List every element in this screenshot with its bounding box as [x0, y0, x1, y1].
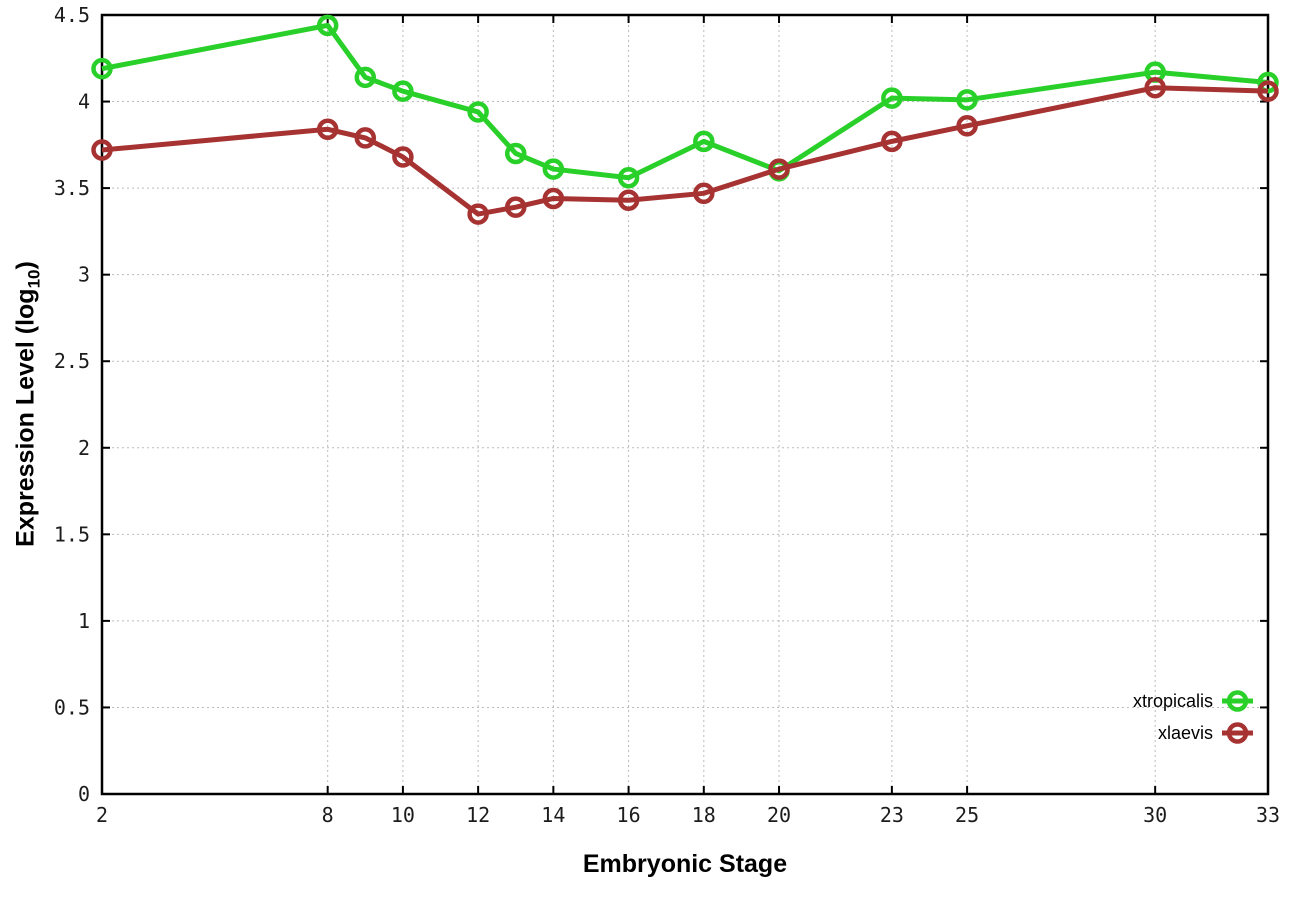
data-point-xtropicalis [617, 166, 640, 189]
x-tick-label: 14 [541, 803, 565, 827]
data-point-xlaevis [956, 115, 978, 137]
legend-entry-xlaevis: xlaevis [1158, 722, 1253, 744]
x-tick-label: 23 [880, 803, 904, 827]
x-tick-label: 16 [617, 803, 641, 827]
data-point-xtropicalis [467, 101, 489, 123]
y-tick-label: 1.5 [54, 522, 90, 546]
x-tick-label: 20 [767, 803, 791, 827]
data-point-xtropicalis [392, 80, 414, 102]
x-axis-label: Embryonic Stage [582, 850, 788, 878]
data-point-xlaevis [392, 146, 414, 168]
data-point-xlaevis [91, 139, 113, 161]
x-tick-label: 12 [466, 803, 490, 827]
y-axis-label-subscript: 10 [24, 269, 44, 289]
data-point-xtropicalis [956, 89, 978, 111]
y-tick-label: 4.5 [54, 3, 90, 27]
data-point-xtropicalis [693, 130, 715, 153]
y-tick-label: 0.5 [54, 695, 90, 719]
legend-marker-xlaevis [1226, 722, 1249, 744]
data-point-xlaevis [504, 196, 527, 218]
tick-labels: 2 8 10 12 14 16 18 20 23 25 30 33 0 0.5 1 1.5 2 2.5 3 3.5 4 4… [54, 3, 1280, 827]
x-tick-label: 33 [1256, 803, 1280, 827]
y-tick-label: 2 [78, 436, 90, 460]
data-point-xtropicalis [504, 142, 527, 165]
legend-entry-xtropicalis: xtropicalis [1133, 690, 1253, 712]
data-point-xtropicalis [91, 57, 113, 80]
data-point-xlaevis [467, 203, 489, 225]
data-point-xlaevis [881, 130, 903, 153]
y-tick-label: 4 [78, 90, 90, 114]
data-point-xlaevis [354, 127, 377, 149]
x-tick-label: 8 [322, 803, 334, 827]
data-point-xlaevis [1257, 80, 1279, 102]
data-point-xtropicalis [881, 87, 903, 109]
legend: xtropicalis xlaevis [1133, 690, 1253, 744]
plot-border [100, 13, 1270, 796]
y-tick-label: 2.5 [54, 349, 90, 373]
y-axis-label-main: Expression Level (log [11, 288, 40, 547]
legend-marker-xtropicalis [1226, 690, 1249, 712]
y-tick-label: 0 [78, 782, 90, 806]
data-point-xlaevis [617, 189, 640, 211]
data-point-xlaevis [316, 118, 339, 141]
y-axis-label-end: ) [11, 261, 40, 270]
x-tick-label: 30 [1143, 803, 1167, 827]
data-point-xtropicalis [542, 158, 565, 180]
y-tick-label: 3 [78, 263, 90, 287]
legend-label-xlaevis: xlaevis [1158, 723, 1213, 743]
series-xlaevis [91, 76, 1279, 225]
data-point-xlaevis [693, 182, 715, 205]
data-point-xlaevis [542, 187, 565, 210]
legend-label-xtropicalis: xtropicalis [1133, 691, 1213, 711]
data-point-xtropicalis [316, 14, 339, 37]
x-tick-label: 25 [955, 803, 979, 827]
x-tick-label: 10 [391, 803, 415, 827]
y-tick-label: 1 [78, 609, 90, 633]
data-point-xtropicalis [354, 66, 377, 89]
data-point-xlaevis [768, 158, 790, 180]
y-tick-label: 3.5 [54, 176, 90, 200]
x-tick-label: 2 [96, 803, 108, 827]
y-axis-label: Expression Level (log10) [11, 261, 44, 547]
x-tick-label: 18 [692, 803, 716, 827]
data-point-xlaevis [1144, 76, 1166, 99]
